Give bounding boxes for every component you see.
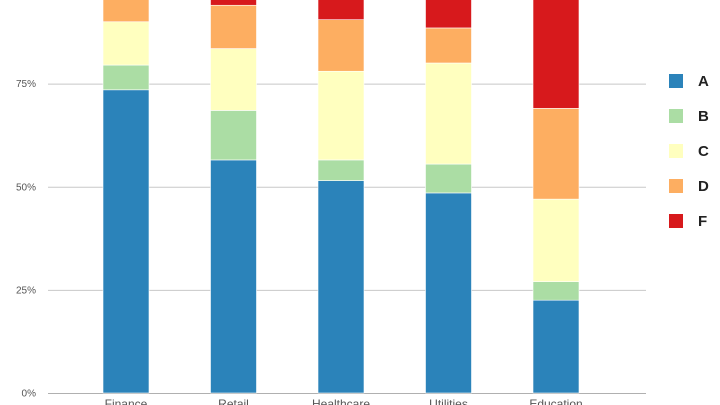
bar-segment-finance-d <box>102 0 150 23</box>
legend-label: D <box>698 178 709 195</box>
legend-item-a: A <box>669 73 709 90</box>
legend-item-d: D <box>669 178 709 195</box>
legend-swatch <box>669 144 683 158</box>
legend-label: B <box>698 108 709 125</box>
bar-segment-utilities-a <box>425 192 472 394</box>
y-tick-label: 25% <box>16 285 36 296</box>
legend-swatch <box>669 109 683 123</box>
legend-label: C <box>698 143 709 160</box>
legend-label: F <box>698 213 707 230</box>
bar-segment-healthcare-c <box>317 70 365 161</box>
bar-segment-healthcare-a <box>317 180 365 394</box>
y-tick-label: 50% <box>16 182 36 193</box>
x-tick-label: Utilities <box>429 397 468 405</box>
bar-group-healthcare <box>317 0 365 394</box>
bar-segment-utilities-b <box>425 163 472 194</box>
bar-segment-retail-a <box>210 159 257 394</box>
bar-segment-finance-c <box>102 21 150 66</box>
bar-segment-utilities-d <box>425 27 472 64</box>
bar-segment-education-c <box>532 198 580 282</box>
x-tick-label: Healthcare <box>312 397 370 405</box>
bar-segment-finance-b <box>102 64 150 91</box>
legend-item-b: B <box>669 108 709 125</box>
bar-segment-retail-c <box>210 48 257 111</box>
bar-segment-healthcare-b <box>317 159 365 181</box>
y-tick-label: 75% <box>16 79 36 90</box>
bar-segment-healthcare-f <box>317 0 365 20</box>
bar-segment-finance-a <box>102 89 150 394</box>
bar-segment-education-b <box>532 281 580 301</box>
bar-segment-utilities-c <box>425 62 472 165</box>
legend-swatch <box>669 74 683 88</box>
legend-item-c: C <box>669 143 709 160</box>
bar-segment-retail-d <box>210 4 257 49</box>
x-axis-labels: Finance Retail Healthcare Utilities Educatio… <box>105 397 583 405</box>
bar-segment-healthcare-d <box>317 19 365 72</box>
legend-swatch <box>669 179 683 193</box>
bar-segment-utilities-f <box>425 0 472 29</box>
y-axis-ticks: 0% 25% 50% 75% <box>16 79 36 399</box>
bar-segment-education-f <box>532 0 580 109</box>
bar-segment-retail-f <box>210 0 257 6</box>
bar-group-retail <box>210 0 257 394</box>
legend: A B C D F <box>669 73 709 230</box>
bar-segment-education-d <box>532 108 580 200</box>
x-tick-label: Education <box>529 397 582 405</box>
bar-group-finance <box>102 0 150 394</box>
bar-group-education <box>532 0 580 394</box>
bar-segment-education-a <box>532 299 580 394</box>
bar-segment-retail-b <box>210 110 257 161</box>
legend-label: A <box>698 73 709 90</box>
y-tick-label: 0% <box>22 389 37 400</box>
legend-swatch <box>669 214 683 228</box>
x-tick-label: Retail <box>218 397 249 405</box>
bars <box>102 0 580 394</box>
bar-group-utilities <box>425 0 472 394</box>
legend-item-f: F <box>669 213 707 230</box>
x-tick-label: Finance <box>105 397 148 405</box>
